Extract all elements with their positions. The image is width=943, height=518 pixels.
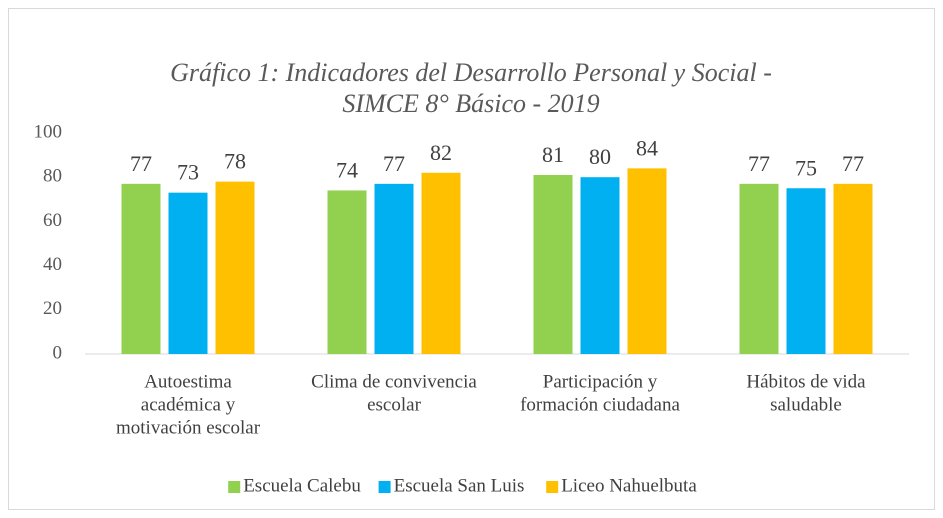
x-tick-label: saludable xyxy=(770,394,842,415)
x-tick-label: Autoestima xyxy=(144,371,232,392)
value-label: 80 xyxy=(589,144,611,169)
legend-swatch xyxy=(228,481,241,493)
value-label: 75 xyxy=(795,155,817,180)
bar xyxy=(739,183,779,354)
bar xyxy=(786,188,826,354)
x-tick-label: escolar xyxy=(367,394,421,415)
bar xyxy=(374,183,414,354)
value-label: 77 xyxy=(748,151,770,176)
x-tick-label: formación ciudadana xyxy=(520,394,680,415)
y-tick-label: 80 xyxy=(43,166,62,187)
x-tick-label: Clima de convivencia xyxy=(311,371,477,392)
bar xyxy=(580,177,620,354)
value-label: 73 xyxy=(177,160,199,185)
y-tick-label: 40 xyxy=(43,254,62,275)
value-label: 77 xyxy=(842,151,864,176)
y-tick-label: 20 xyxy=(43,298,62,319)
value-label: 81 xyxy=(542,142,564,167)
bar xyxy=(121,183,161,354)
chart-border xyxy=(8,8,935,510)
value-label: 84 xyxy=(636,135,658,160)
bar xyxy=(421,172,461,354)
value-label: 74 xyxy=(336,158,358,183)
chart-title: SIMCE 8° Básico - 2019 xyxy=(342,89,599,118)
value-label: 77 xyxy=(383,151,405,176)
y-tick-label: 60 xyxy=(43,210,62,231)
x-tick-label: académica y xyxy=(141,394,236,415)
chart-title: Gráfico 1: Indicadores del Desarrollo Pe… xyxy=(170,58,772,87)
x-tick-label: Hábitos de vida xyxy=(746,371,866,392)
bar xyxy=(215,181,255,354)
value-label: 77 xyxy=(130,151,152,176)
legend-swatch xyxy=(378,481,391,493)
legend-label: Escuela San Luis xyxy=(394,475,525,496)
value-label: 82 xyxy=(430,140,452,165)
bar xyxy=(833,183,873,354)
legend-swatch xyxy=(546,481,559,493)
x-tick-label: motivación escolar xyxy=(116,417,261,438)
bar xyxy=(327,190,367,354)
y-tick-label: 0 xyxy=(53,342,63,363)
x-tick-label: Participación y xyxy=(543,371,658,392)
value-label: 78 xyxy=(224,149,246,174)
legend-label: Liceo Nahuelbuta xyxy=(561,475,697,496)
bar xyxy=(627,168,667,354)
bar xyxy=(168,192,208,354)
legend-label: Escuela Calebu xyxy=(243,475,361,496)
bar xyxy=(533,174,573,354)
y-tick-label: 100 xyxy=(34,121,63,142)
